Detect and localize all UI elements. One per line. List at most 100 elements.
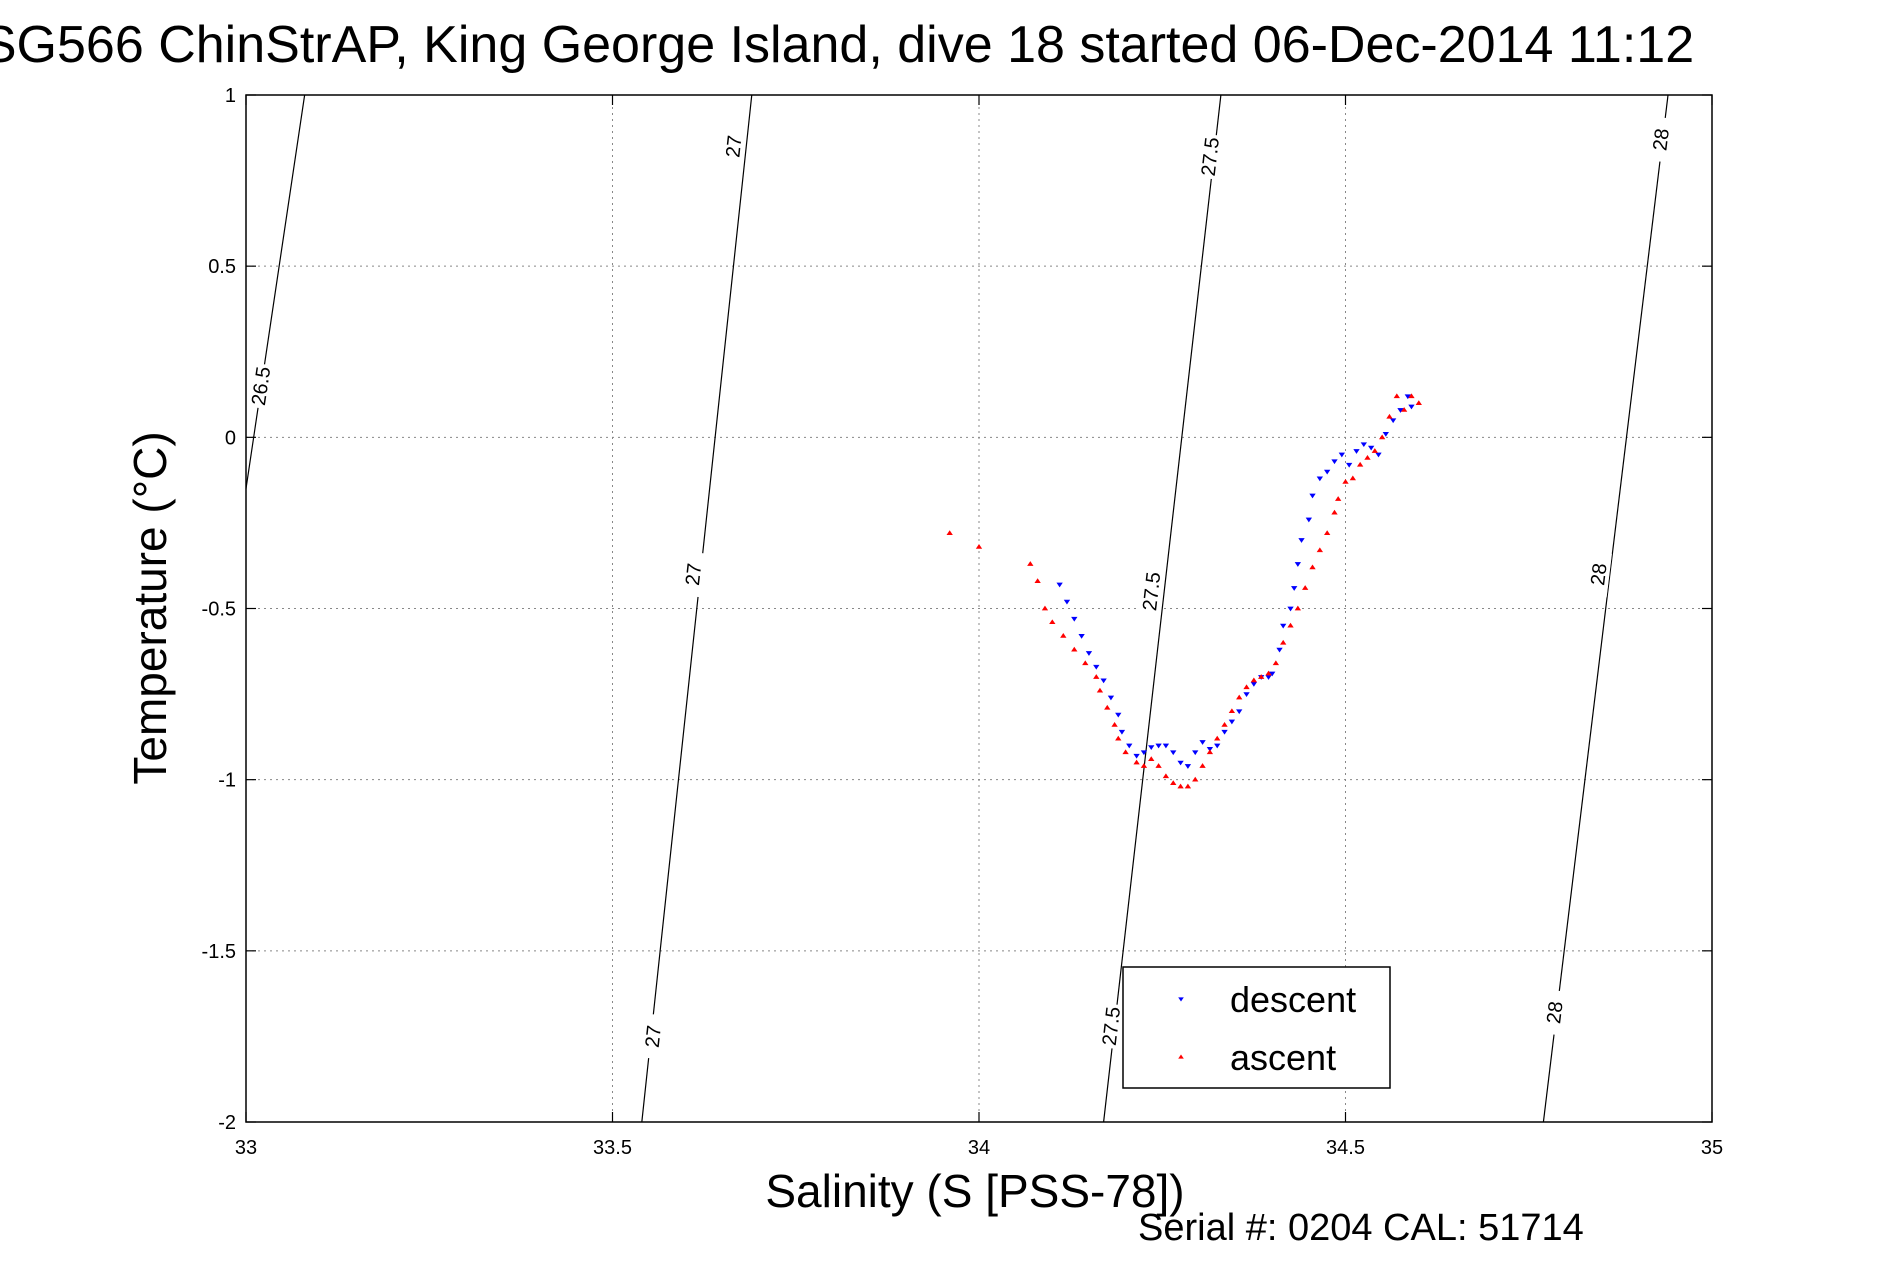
ascent-marker-icon (1178, 1054, 1184, 1059)
x-tick-label: 33 (235, 1137, 257, 1159)
density-contour-line (1542, 94, 1669, 1123)
legend-descent-marker (1178, 997, 1184, 1002)
descent-point (1305, 517, 1313, 523)
descent-point (1206, 746, 1214, 752)
descent-point (1133, 753, 1140, 759)
ascent-point (1364, 454, 1371, 460)
ascent-point (1071, 646, 1078, 652)
density-contour-line (641, 94, 753, 1123)
x-tick-label: 34.5 (1326, 1137, 1365, 1159)
chart-title: SG566 ChinStrAP, King George Island, div… (0, 16, 1694, 74)
ascent-point (1162, 773, 1170, 779)
y-tick-label: 1 (225, 85, 236, 107)
ascent-point (1148, 756, 1155, 761)
descent-point (1085, 651, 1093, 656)
descent-point (1397, 408, 1404, 413)
ascent-point (1408, 393, 1415, 399)
descent-point (1280, 623, 1287, 629)
descent-point (1250, 681, 1258, 687)
descent-point (1298, 538, 1305, 543)
descent-point (1324, 469, 1331, 475)
descent-point (1184, 764, 1192, 769)
descent-point (1375, 452, 1382, 458)
ascent-point (1236, 694, 1243, 700)
contour-label-bg (1095, 1002, 1125, 1050)
descent-point (1221, 729, 1228, 735)
descent-point (1236, 709, 1243, 715)
descent-point (1107, 695, 1115, 701)
ascent-point (1082, 660, 1089, 666)
descent-point (1294, 562, 1302, 567)
contour-label-bg (718, 123, 747, 170)
descent-point (1162, 743, 1170, 749)
y-tick-label: 0 (225, 427, 236, 449)
descent-point (1316, 476, 1324, 482)
contour-label: 28 (1587, 562, 1612, 587)
ascent-point (1034, 578, 1041, 583)
ascent-point (1206, 749, 1214, 755)
descent-point (1276, 647, 1283, 653)
descent-point (1345, 462, 1353, 468)
descent-point (1148, 745, 1155, 751)
ascent-point (1378, 434, 1386, 440)
density-contour-line (245, 94, 306, 489)
ascent-point (1302, 585, 1309, 590)
ascent-point (1316, 547, 1324, 553)
axis-ticks: 33 33.5 34 34.5 35 -2 -1.5 -1 -0.5 0 0.5 1 (202, 85, 1724, 1159)
contour-label-bg (677, 551, 707, 598)
ascent-point (1049, 619, 1056, 625)
x-tick-label: 35 (1701, 1137, 1723, 1159)
ascent-point (1133, 759, 1140, 765)
descent-point (1115, 712, 1122, 718)
descent-point (1228, 719, 1236, 725)
ascent-point (1177, 783, 1184, 789)
x-tick-label: 34 (968, 1137, 990, 1159)
ascent-point (1228, 708, 1236, 714)
ascent-point (1371, 448, 1378, 453)
y-axis-label: Temperature (°C) (124, 431, 176, 784)
descent-point (1338, 452, 1346, 458)
ascent-point (1199, 763, 1206, 768)
contour-label: 27 (682, 562, 706, 586)
descent-marker-icon (1178, 997, 1184, 1002)
contour-label-bg (1582, 550, 1612, 598)
descent-point (1353, 449, 1360, 454)
descent-point (1118, 729, 1126, 735)
ascent-point (1265, 670, 1272, 676)
descent-point (1100, 678, 1107, 684)
descent-point (1063, 599, 1071, 605)
ascent-point (1060, 633, 1067, 638)
descent-point (1404, 394, 1411, 400)
descent-point (1071, 616, 1078, 622)
ascent-point (975, 543, 983, 549)
grid-lines (246, 95, 1712, 1122)
descent-point (1192, 750, 1199, 756)
ascent-point (1356, 461, 1364, 467)
contour-label: 27.5 (1139, 571, 1165, 612)
legend-descent-label: descent (1230, 979, 1356, 1020)
ascent-point (1309, 564, 1316, 570)
ascent-point (1393, 393, 1400, 399)
ascent-point (1272, 660, 1280, 666)
ascent-point (1415, 400, 1422, 405)
descent-point (1177, 760, 1184, 766)
serial-cal-footer: Serial #: 0204 CAL: 51714 (1138, 1207, 1584, 1249)
descent-point (1056, 582, 1063, 588)
ascent-point (1287, 622, 1294, 628)
ascent-point (1243, 684, 1250, 690)
contour-label-bg (1538, 989, 1568, 1036)
ascent-point (1115, 735, 1122, 741)
contour-label-bg (1645, 116, 1675, 163)
ascent-point (1294, 605, 1302, 611)
descent-point (1170, 750, 1177, 756)
ascent-point (1342, 478, 1349, 484)
descent-point (1199, 740, 1206, 745)
contour-label-bg (1135, 568, 1165, 615)
series-descent (1056, 394, 1415, 769)
ascent-point (1093, 674, 1100, 679)
legend: descent ascent (1122, 966, 1391, 1089)
legend-box (1122, 966, 1391, 1089)
ascent-point (946, 530, 953, 536)
